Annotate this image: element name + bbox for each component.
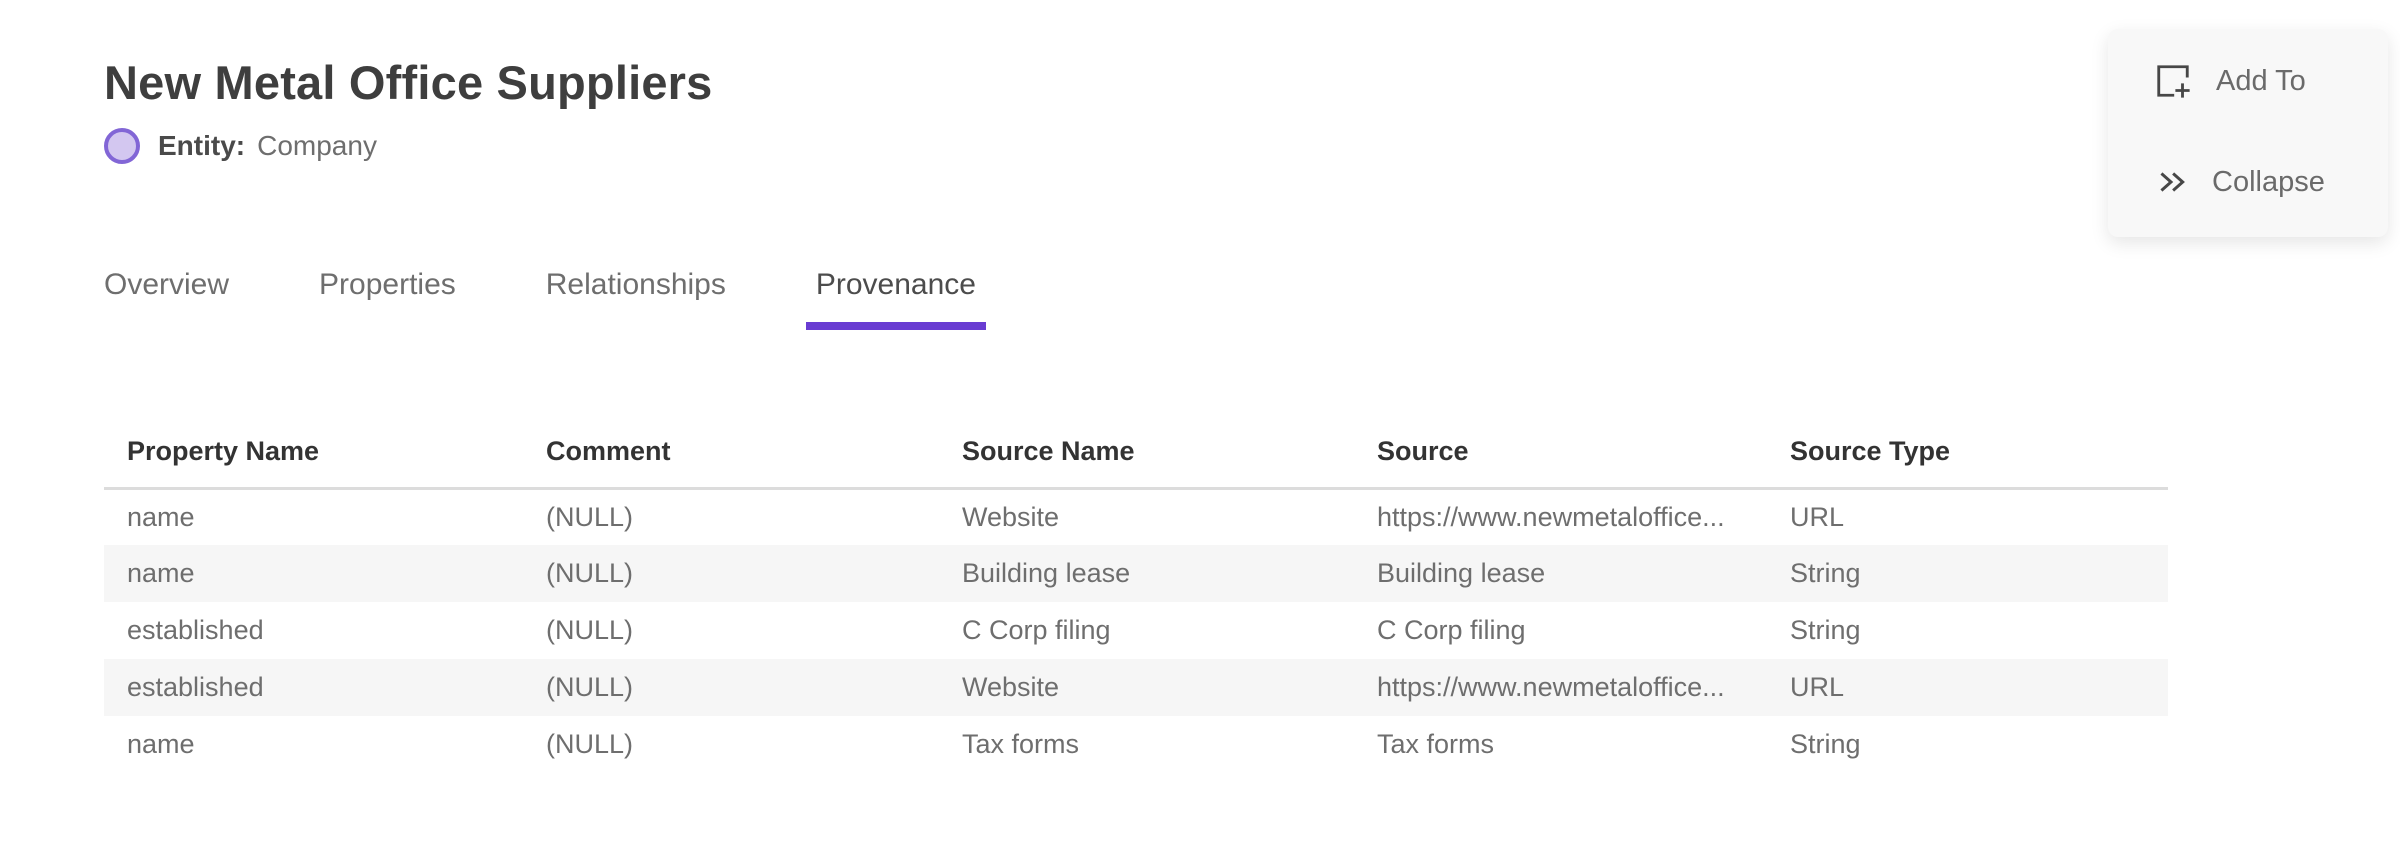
- table-cell: (NULL): [546, 558, 634, 588]
- tab-properties[interactable]: Properties: [309, 268, 466, 330]
- table-row[interactable]: established (NULL) Website https://www.newm…: [104, 659, 2168, 716]
- tab-provenance[interactable]: Provenance: [805, 268, 986, 330]
- add-to-label: Add To: [2216, 64, 2306, 97]
- collapse-button[interactable]: Collapse: [2108, 162, 2388, 202]
- table-cell: (NULL): [546, 615, 634, 645]
- table-cell: https://www.newmetaloffice...: [1377, 501, 1725, 532]
- table-body: name (NULL) Website https://www.newmetaloff…: [104, 488, 2168, 773]
- column-header: Property Name: [104, 406, 523, 490]
- table-cell: Tax forms: [962, 729, 1080, 759]
- table-cell: (NULL): [546, 501, 634, 532]
- table-cell: Building lease: [962, 558, 1131, 588]
- table-cell: name: [127, 558, 195, 588]
- collapse-label: Collapse: [2212, 165, 2325, 198]
- column-header: Source Type: [1767, 406, 2168, 490]
- add-to-icon: [2157, 65, 2190, 98]
- table-cell: (NULL): [546, 672, 634, 702]
- table-row[interactable]: established (NULL) C Corp filing C Corp fil…: [104, 602, 2168, 659]
- table-cell: name: [127, 729, 195, 759]
- double-chevron-right-icon: [2160, 172, 2185, 192]
- tab-relationships[interactable]: Relationships: [536, 268, 736, 330]
- table-cell: established: [127, 615, 264, 645]
- tab-bar: Overview Properties Relationships Provenanc…: [94, 268, 986, 330]
- column-header: Comment: [523, 406, 939, 490]
- column-header: Source Name: [939, 406, 1354, 490]
- table-cell: C Corp filing: [962, 615, 1111, 645]
- add-to-button[interactable]: Add To: [2108, 61, 2388, 101]
- action-card: Add To Collapse: [2108, 29, 2388, 237]
- entity-value: Company: [257, 130, 377, 161]
- table-row[interactable]: name (NULL) Website https://www.newmetaloff…: [104, 488, 2168, 545]
- table-cell: Building lease: [1377, 558, 1546, 588]
- table-cell: established: [127, 672, 264, 702]
- table-cell: String: [1790, 615, 1861, 645]
- table-cell: Website: [962, 672, 1060, 702]
- table-cell: URL: [1790, 672, 1845, 702]
- entity-circle-icon: [104, 128, 140, 164]
- table-cell: C Corp filing: [1377, 615, 1526, 645]
- table-cell: name: [127, 501, 195, 532]
- table-cell: String: [1790, 729, 1861, 759]
- table-row[interactable]: name (NULL) Tax forms Tax forms String: [104, 716, 2168, 773]
- table-cell: Tax forms: [1377, 729, 1495, 759]
- entity-row: Entity: Company: [104, 128, 377, 164]
- table-row[interactable]: name (NULL) Building lease Building lease St…: [104, 545, 2168, 602]
- provenance-table: Property Name Comment Source Name Source Sou…: [104, 406, 2168, 773]
- table-cell: https://www.newmetaloffice...: [1377, 672, 1725, 702]
- table-cell: (NULL): [546, 729, 634, 759]
- table-cell: Website: [962, 501, 1060, 532]
- column-header: Source: [1354, 406, 1767, 490]
- entity-label: Entity:: [158, 130, 246, 161]
- table-header-row: Property Name Comment Source Name Source Sou…: [104, 406, 2168, 490]
- page-title: New Metal Office Suppliers: [104, 56, 713, 110]
- table-cell: URL: [1790, 501, 1845, 532]
- table-cell: String: [1790, 558, 1861, 588]
- tab-overview[interactable]: Overview: [94, 268, 239, 330]
